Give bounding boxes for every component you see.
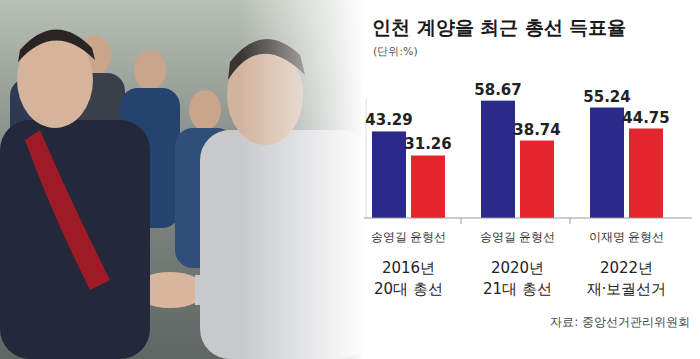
category-label: 송영길 [480,230,516,244]
bar [590,108,624,218]
bar [481,101,515,218]
category-label: 윤형선 [519,230,555,244]
bar [372,131,406,218]
sleeve [195,275,240,305]
subtitle: (단위:%) [373,45,418,58]
data-label: 43.29 [365,111,412,129]
sleeve [110,275,150,305]
data-label: 38.74 [513,121,560,139]
person-head [189,90,221,130]
person-body [0,120,150,359]
group-separator [461,218,462,224]
group-sublabel: 21대 총선 [483,280,552,298]
data-label: 58.67 [474,81,521,99]
photo [0,0,380,359]
category-label: 송영길 [371,230,407,244]
bar [411,155,445,218]
group-label: 2016년 [382,259,435,277]
group-sublabel: 재·보궐선거 [587,280,667,298]
hair [18,29,95,62]
group-separator [570,218,571,224]
source: 자료: 중앙선거관리위원회 [550,315,690,329]
person-head [134,50,166,90]
title: 인천 계양을 최근 총선 득표율 [372,16,626,38]
category-label: 윤형선 [628,230,664,244]
category-label: 이재명 [589,230,625,244]
bar [520,141,554,218]
data-label: 55.24 [583,88,630,106]
data-label: 31.26 [404,135,451,153]
category-label: 윤형선 [410,230,446,244]
chart-background [364,0,700,359]
bar [629,129,663,219]
canvas: 인천 계양을 최근 총선 득표율 (단위:%) 43.29 송영길 31.26 윤형선 58… [0,0,700,359]
group-sublabel: 20대 총선 [374,280,443,298]
photo-fade [240,0,365,359]
group-label: 2020년 [491,259,544,277]
group-label: 2022년 [600,259,653,277]
data-label: 44.75 [622,109,669,127]
bars [372,101,663,218]
baseline [364,218,692,219]
scarf [25,130,110,290]
photo-background [0,0,380,359]
